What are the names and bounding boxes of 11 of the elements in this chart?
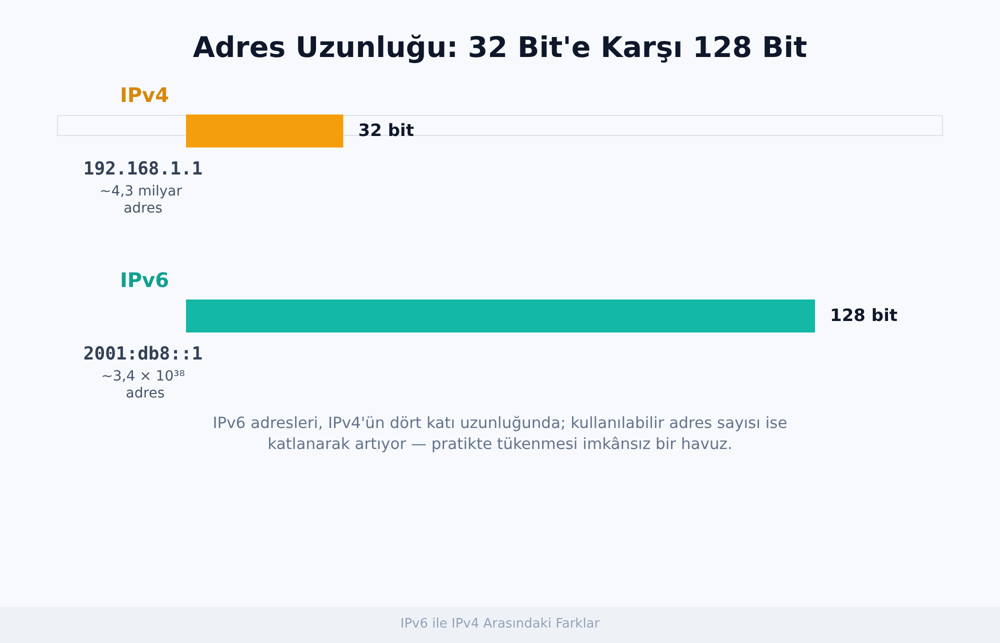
text: Adres Uzunluğu: 32 Bit'e Karşı 128 Bit xyxy=(192,31,808,64)
annotation: 192.168.1.1 xyxy=(83,158,203,180)
y-tick-label: IPv6 xyxy=(120,268,169,292)
text: ~3,4 × 10³⁸ adres xyxy=(101,368,186,402)
data-label: 32 bit xyxy=(358,121,414,141)
text: ~4,3 milyar adres xyxy=(100,184,186,216)
y-tick-label: IPv4 xyxy=(120,83,169,107)
annotation: 2001:db8::1 xyxy=(83,344,203,364)
text: IPv6 ile IPv4 Arasındaki Farklar xyxy=(400,616,600,632)
data-label: 128 bit xyxy=(830,306,898,326)
text: IPv6 adresleri, IPv4'ün dört katı uzunluğunda; kullanılabilir adres sayısı ise katlanarak artıyor — pratikte tükenmesi imkânsız bir havuz. xyxy=(212,413,788,455)
